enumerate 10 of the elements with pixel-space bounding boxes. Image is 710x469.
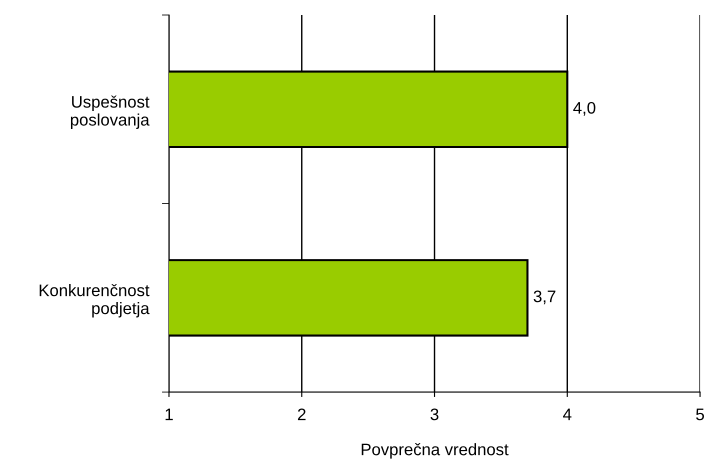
x-tick-label: 4	[563, 408, 572, 420]
x-axis-title: Povprečna vrednost	[362, 443, 509, 459]
x-tick-label: 3	[430, 408, 438, 420]
y-tick-label: Konkurenčnost podjetja	[40, 284, 150, 318]
data-label: 3,7	[534, 290, 556, 304]
y-tick-label: Uspešnost poslovanja	[70, 95, 150, 129]
x-tick-label: 5	[696, 408, 704, 420]
data-label: 4,0	[573, 102, 596, 116]
x-tick-label: 1	[166, 408, 173, 420]
x-tick-label: 2	[298, 408, 306, 420]
